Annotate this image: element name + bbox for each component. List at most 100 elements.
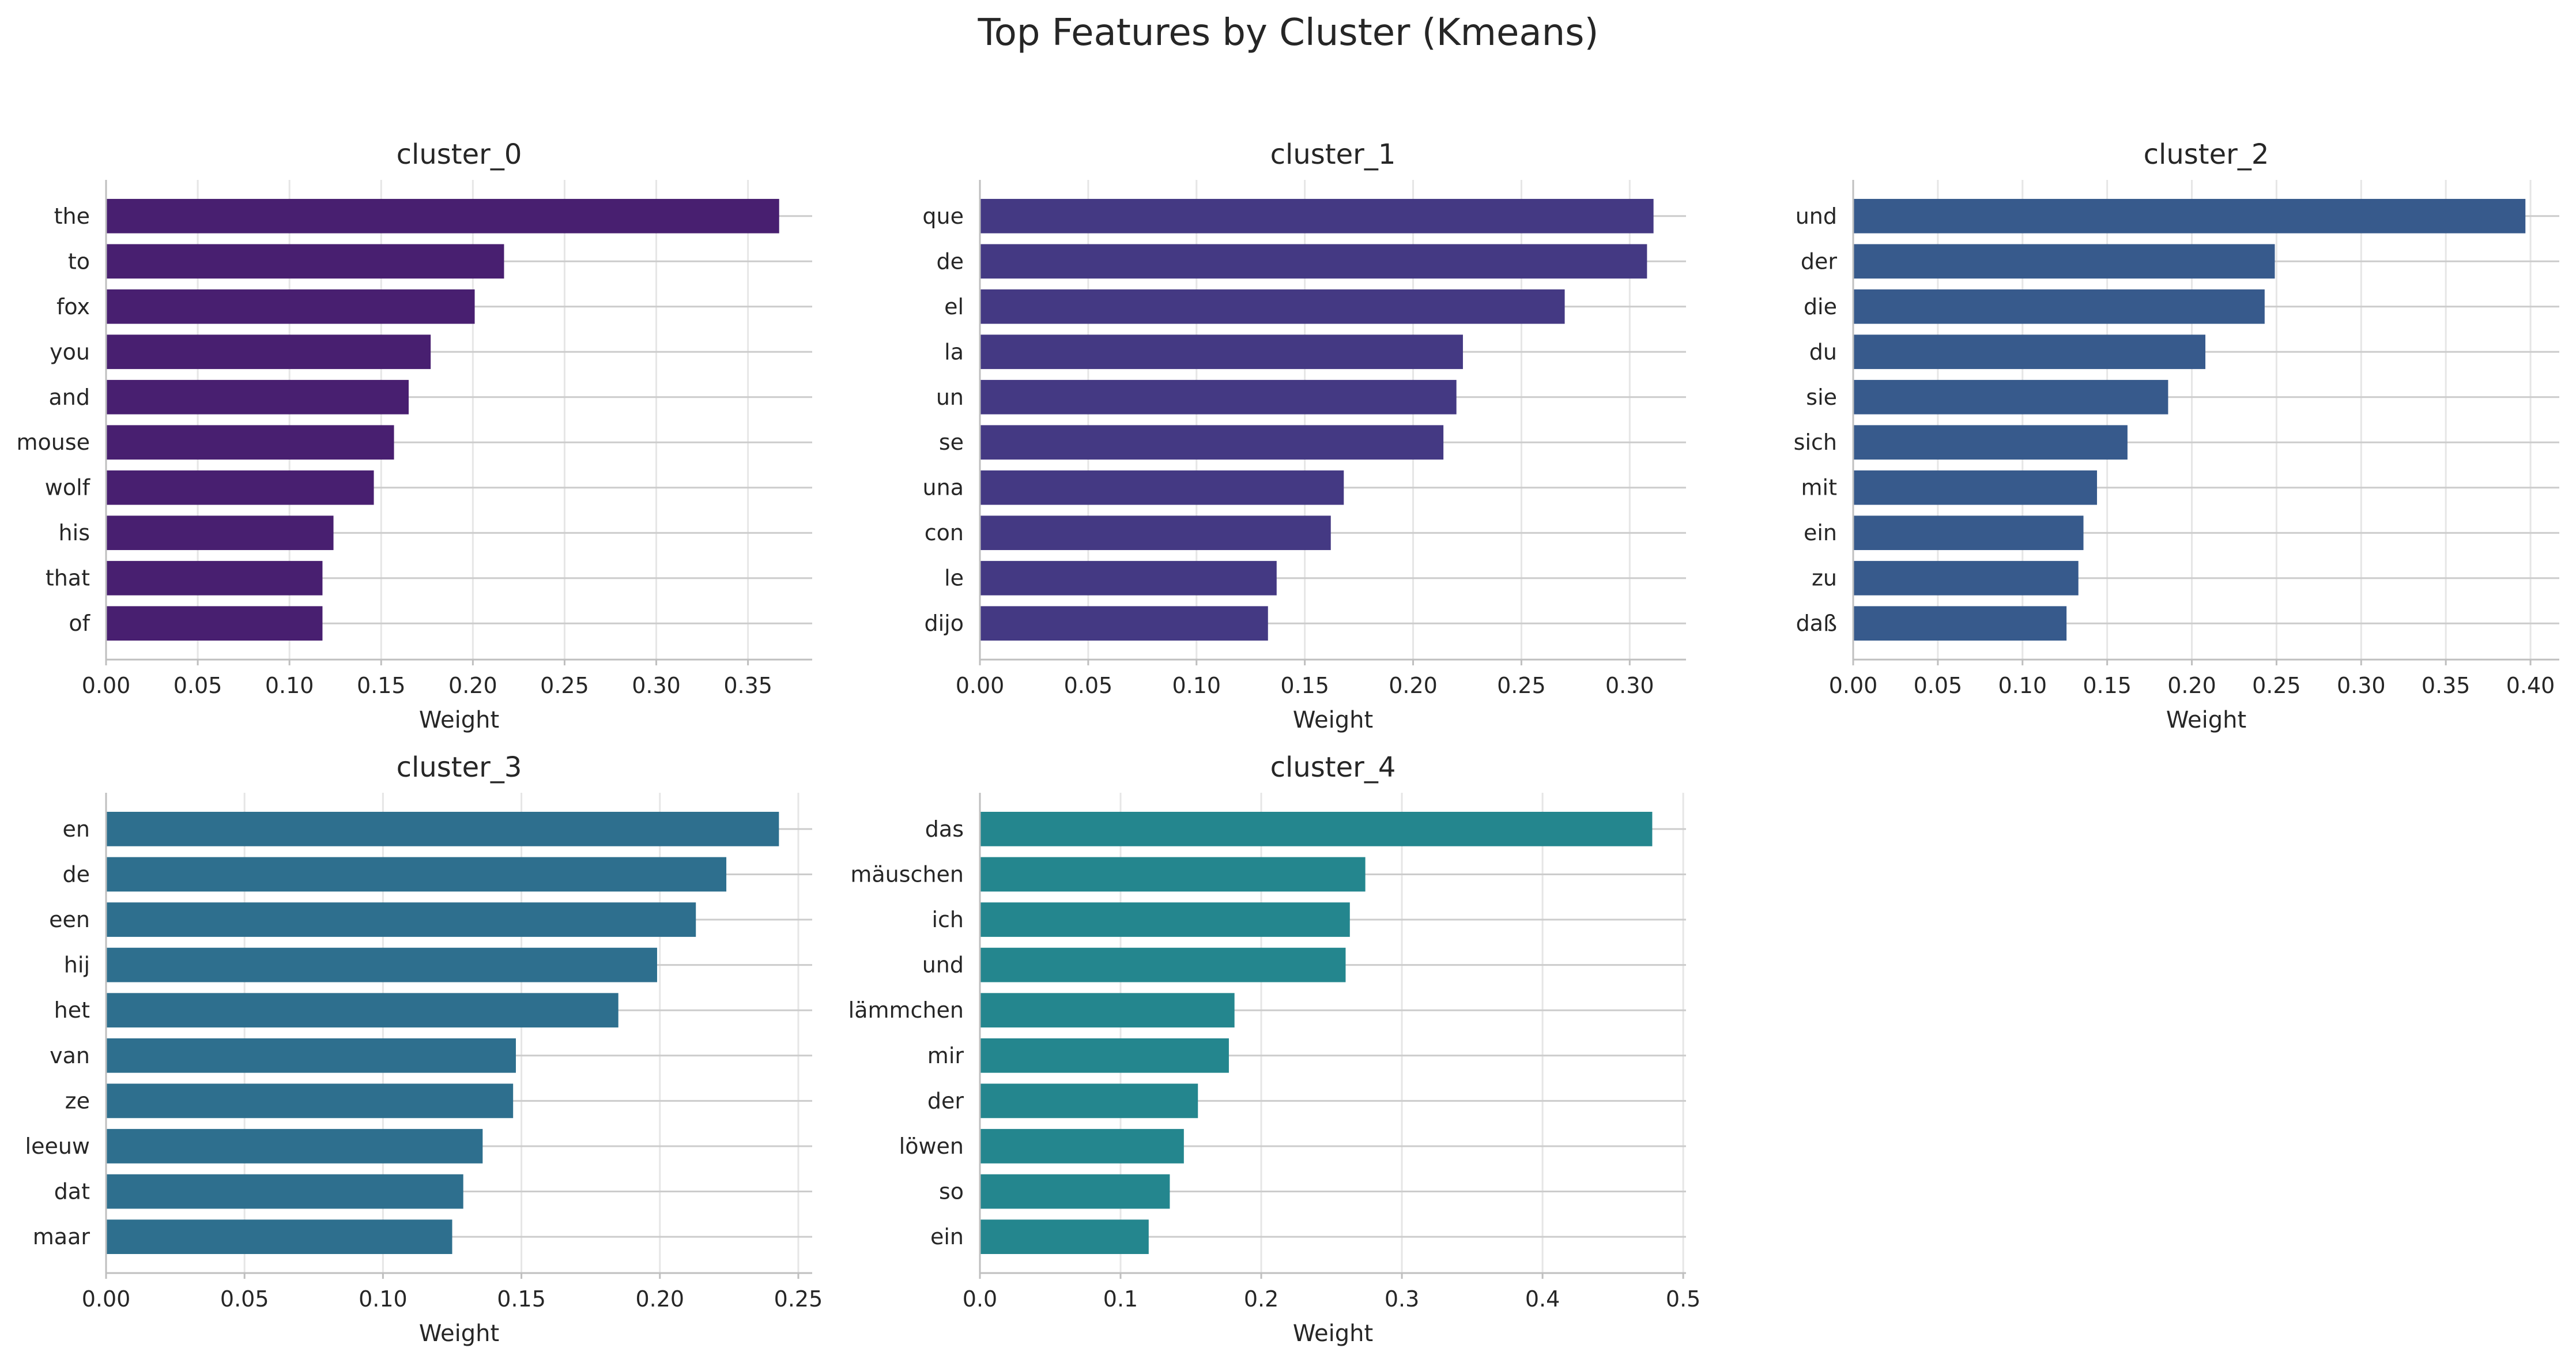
bar-dat — [106, 1174, 463, 1209]
bar-mouse — [106, 425, 394, 460]
y-tick-label: to — [68, 248, 90, 274]
y-tick-label: der — [1801, 248, 1838, 274]
bar-mäuschen — [980, 857, 1366, 892]
x-tick-label: 0.30 — [1605, 673, 1654, 698]
bar-das — [980, 812, 1653, 846]
x-axis-label: Weight — [419, 707, 499, 733]
y-tick-label: con — [925, 520, 964, 545]
y-tick-label: wolf — [45, 475, 91, 500]
bar-leeuw — [106, 1129, 483, 1164]
y-tick-label: ein — [1804, 520, 1837, 545]
x-tick-label: 0.15 — [1280, 673, 1329, 698]
chart-cluster_0: the to fox you and mouse wolf his that of 0.00 0.05… — [16, 138, 812, 733]
x-tick-label: 0.20 — [2167, 673, 2216, 698]
y-tick-label: löwen — [899, 1134, 964, 1159]
x-tick-label: 0.10 — [359, 1286, 408, 1312]
y-tick-label: leeuw — [25, 1134, 90, 1159]
x-tick-label: 0.20 — [635, 1286, 684, 1312]
y-tick-label: his — [59, 520, 90, 545]
bar-que — [980, 198, 1654, 234]
bar-hij — [106, 947, 657, 982]
x-tick-label: 0.05 — [220, 1286, 269, 1312]
chart-title: cluster_4 — [1270, 751, 1396, 784]
y-tick-label: das — [925, 816, 964, 842]
bar-of — [106, 606, 323, 641]
y-tick-label: of — [69, 611, 90, 636]
bar-maar — [106, 1219, 452, 1254]
x-tick-label: 0.05 — [1914, 673, 1963, 698]
x-tick-label: 0.35 — [723, 673, 772, 698]
bar-en — [106, 812, 779, 846]
x-tick-label: 0.40 — [2506, 673, 2555, 698]
bar-se — [980, 425, 1444, 460]
bar-daß — [1853, 606, 2067, 641]
bar-und — [980, 947, 1346, 982]
x-tick-label: 0.15 — [497, 1286, 546, 1312]
bar-löwen — [980, 1129, 1184, 1164]
y-tick-label: lämmchen — [848, 997, 964, 1023]
bar-fox — [106, 289, 475, 324]
x-tick-label: 0.00 — [82, 1286, 131, 1312]
figure-title: Top Features by Cluster (Kmeans) — [978, 12, 1599, 54]
chart-title: cluster_2 — [2144, 138, 2269, 171]
bar-mir — [980, 1038, 1229, 1073]
y-tick-label: hij — [64, 952, 90, 978]
y-tick-label: ich — [931, 907, 964, 932]
bar-ein — [1853, 515, 2084, 551]
y-tick-label: le — [944, 566, 964, 591]
bar-van — [106, 1038, 516, 1073]
x-axis-label: Weight — [419, 1320, 499, 1347]
x-tick-label: 0.25 — [540, 673, 589, 698]
bar-sie — [1853, 379, 2168, 415]
x-tick-label: 0.25 — [1497, 673, 1546, 698]
x-tick-label: 0.25 — [2252, 673, 2301, 698]
y-tick-label: maar — [33, 1224, 90, 1249]
x-tick-label: 0.1 — [1103, 1286, 1138, 1312]
x-tick-label: 0.05 — [174, 673, 222, 698]
bar-der — [1853, 244, 2275, 279]
y-tick-label: und — [1796, 204, 1837, 229]
x-tick-label: 0.05 — [1064, 673, 1113, 698]
bar-ze — [106, 1083, 514, 1119]
x-tick-label: 0.00 — [956, 673, 1005, 698]
x-tick-label: 0.0 — [963, 1286, 997, 1312]
bar-de — [980, 244, 1647, 279]
bar-el — [980, 289, 1565, 324]
y-tick-label: die — [1804, 294, 1837, 319]
x-tick-label: 0.2 — [1244, 1286, 1278, 1312]
x-tick-label: 0.10 — [265, 673, 314, 698]
bar-lämmchen — [980, 993, 1235, 1028]
bar-una — [980, 470, 1344, 505]
x-tick-label: 0.30 — [632, 673, 681, 698]
bar-dijo — [980, 606, 1268, 641]
y-tick-label: sie — [1806, 385, 1837, 410]
bar-his — [106, 515, 334, 551]
y-tick-label: een — [49, 907, 90, 932]
x-axis-label: Weight — [1293, 707, 1373, 733]
bar-een — [106, 902, 696, 937]
y-tick-label: that — [46, 566, 90, 591]
chart-cluster_3: en de een hij het van ze leeuw dat maar 0.00 0.05 0.… — [25, 751, 823, 1347]
x-tick-label: 0.30 — [2337, 673, 2386, 698]
y-tick-label: dat — [54, 1179, 90, 1204]
y-tick-label: ze — [65, 1088, 90, 1113]
x-tick-label: 0.20 — [1389, 673, 1438, 698]
y-tick-label: un — [936, 385, 964, 410]
y-tick-label: mäuschen — [850, 861, 964, 887]
y-tick-label: de — [63, 861, 90, 887]
y-tick-label: se — [939, 430, 964, 455]
y-tick-label: het — [54, 997, 90, 1023]
y-tick-label: the — [54, 204, 90, 229]
y-tick-label: mouse — [16, 430, 90, 455]
bar-so — [980, 1174, 1170, 1209]
chart-title: cluster_0 — [397, 138, 522, 171]
bar-that — [106, 560, 323, 596]
y-tick-label: und — [922, 952, 964, 978]
bar-mit — [1853, 470, 2098, 505]
y-tick-label: dijo — [925, 611, 964, 636]
bar-con — [980, 515, 1331, 551]
x-tick-label: 0.25 — [774, 1286, 823, 1312]
y-tick-label: daß — [1796, 611, 1837, 636]
x-tick-label: 0.3 — [1385, 1286, 1419, 1312]
